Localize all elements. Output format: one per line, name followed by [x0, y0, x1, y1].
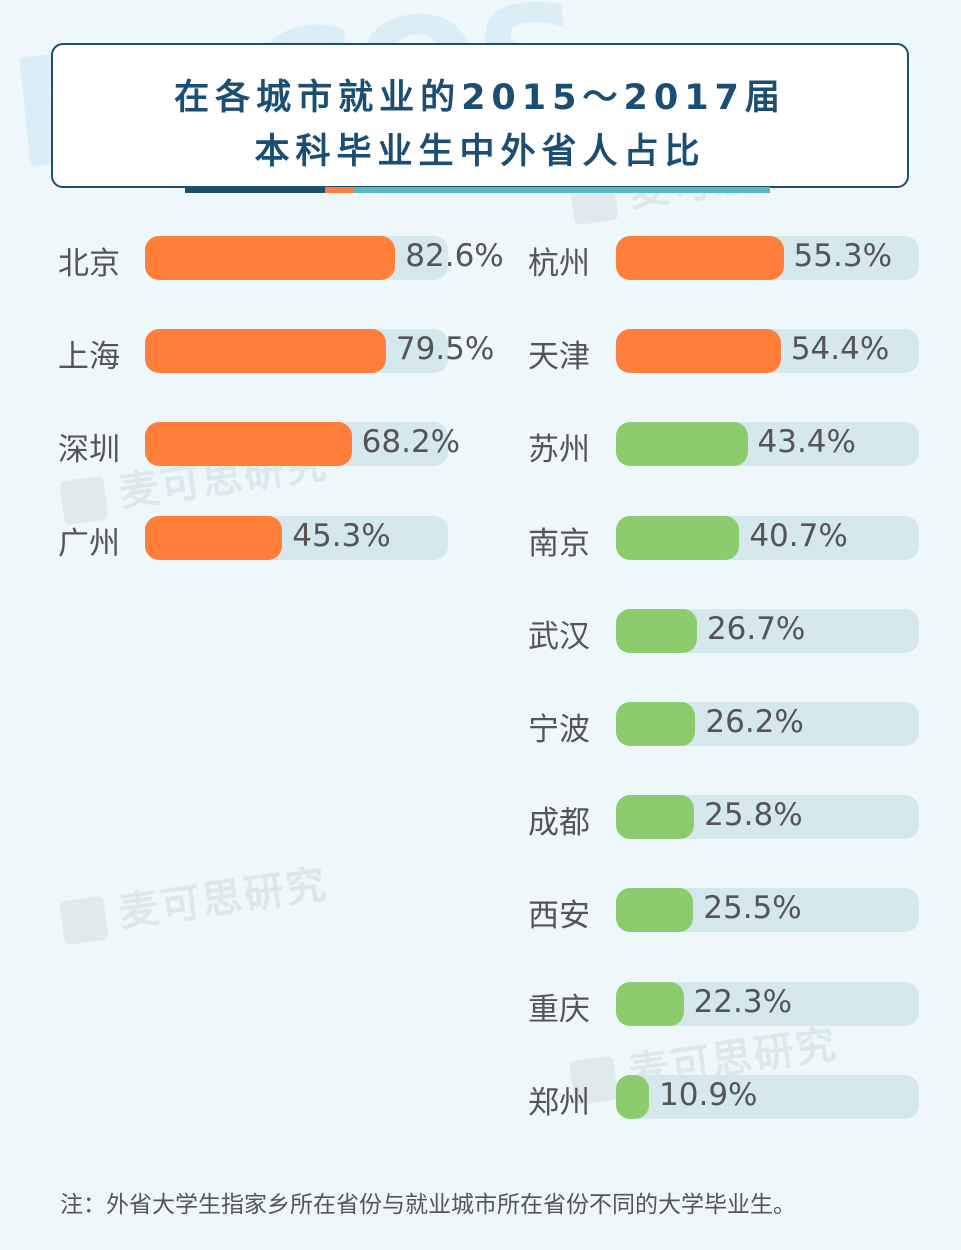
bar-track	[616, 888, 919, 933]
watermark: 麦可思研究	[57, 852, 330, 947]
data-label: 54.4%	[790, 331, 890, 368]
chart-title-line-1: 在各城市就业的2015～2017届	[174, 78, 786, 118]
bar-track	[145, 422, 448, 467]
category-label: 成都	[528, 805, 590, 842]
title-decor-strip	[185, 187, 325, 193]
bar-track	[616, 981, 919, 1026]
bar-track	[616, 422, 919, 467]
bar-track	[616, 702, 919, 746]
data-label: 55.3%	[793, 238, 893, 274]
data-label: 82.6%	[405, 238, 504, 274]
category-label: 郑州	[528, 1084, 590, 1121]
bar-track	[616, 795, 919, 840]
category-label: 重庆	[528, 991, 590, 1028]
category-label: 苏州	[528, 432, 590, 469]
category-label: 深圳	[58, 432, 120, 469]
bar	[616, 888, 694, 933]
data-label: 26.7%	[706, 610, 806, 647]
bar-track	[616, 608, 919, 653]
bar	[145, 515, 283, 560]
bar-track	[145, 329, 448, 374]
bar-track	[145, 236, 448, 280]
data-label: 68.2%	[361, 424, 461, 461]
bar	[145, 329, 386, 374]
category-label: 北京	[58, 246, 120, 282]
data-label: 10.9%	[659, 1076, 758, 1113]
data-label: 45.3%	[292, 517, 391, 554]
bar	[616, 1074, 650, 1119]
data-label: 26.2%	[705, 704, 804, 740]
data-label: 22.3%	[693, 983, 793, 1020]
bar	[616, 515, 740, 560]
bar	[616, 329, 781, 374]
bar	[616, 608, 697, 653]
category-label: 宁波	[528, 712, 590, 748]
footnote: 注：外省大学生指家乡所在省份与就业城市所在省份不同的大学毕业生。	[60, 1192, 796, 1218]
category-label: 杭州	[528, 246, 590, 282]
category-label: 上海	[58, 339, 120, 376]
bar-track	[616, 1074, 919, 1119]
data-label: 43.4%	[757, 424, 856, 461]
title-decor-strip	[353, 187, 770, 193]
category-label: 天津	[528, 339, 590, 376]
data-label: 79.5%	[395, 331, 495, 368]
chart-title-line-2: 本科毕业生中外省人占比	[254, 132, 706, 172]
category-label: 南京	[528, 525, 590, 562]
bar-track	[616, 329, 919, 374]
bar	[616, 702, 696, 746]
bar	[616, 795, 695, 840]
bar	[616, 422, 748, 467]
bar-track	[616, 236, 919, 280]
category-label: 武汉	[528, 618, 590, 655]
bar-track	[616, 515, 919, 560]
data-label: 25.8%	[704, 797, 803, 834]
bar	[616, 236, 784, 280]
title-decor-strip	[325, 187, 353, 193]
chart-title-box: 在各城市就业的2015～2017届 本科毕业生中外省人占比	[51, 43, 909, 188]
category-label: 广州	[58, 525, 120, 562]
bar-track	[145, 515, 448, 560]
category-label: 西安	[528, 898, 590, 935]
bar	[616, 981, 684, 1026]
bar	[145, 422, 352, 467]
data-label: 25.5%	[703, 890, 802, 927]
bar	[145, 236, 396, 280]
data-label: 40.7%	[749, 517, 848, 554]
